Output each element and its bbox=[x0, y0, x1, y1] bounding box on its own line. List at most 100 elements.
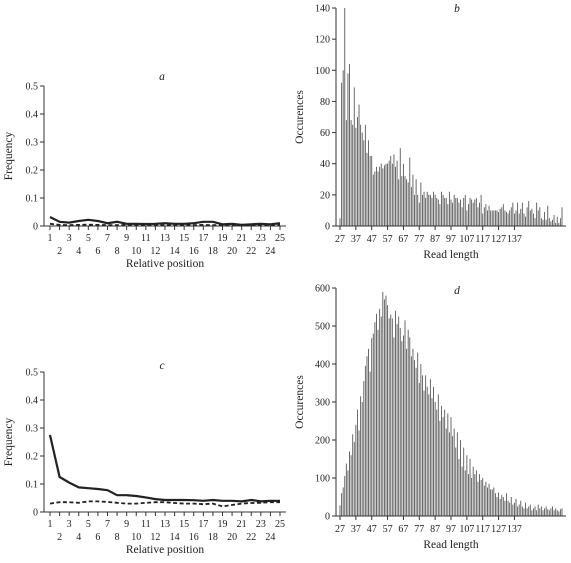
bar bbox=[349, 64, 350, 226]
bar bbox=[526, 508, 528, 516]
y-tick-label: 120 bbox=[315, 35, 330, 46]
bar bbox=[409, 337, 411, 516]
bar bbox=[483, 207, 485, 226]
bar bbox=[460, 199, 461, 226]
bar bbox=[512, 202, 514, 226]
x-tick-label: 57 bbox=[383, 524, 393, 535]
bar bbox=[513, 213, 515, 226]
bar bbox=[372, 174, 374, 226]
bar bbox=[475, 197, 477, 226]
bar bbox=[453, 428, 455, 516]
bar bbox=[453, 194, 455, 226]
bar bbox=[431, 398, 433, 516]
bar bbox=[385, 295, 387, 516]
panel-a-line-chart: 00.10.20.30.40.51 3 5 7 9 11 13 15 17 19 21 23 252 4 6… bbox=[3, 71, 286, 270]
bar bbox=[466, 210, 468, 226]
bar bbox=[464, 470, 466, 516]
bar bbox=[385, 163, 387, 226]
bar bbox=[498, 492, 500, 516]
bar bbox=[410, 187, 412, 226]
y-tick-label: 100 bbox=[315, 474, 330, 485]
y-tick-label: 100 bbox=[315, 66, 330, 77]
bar bbox=[366, 356, 368, 516]
bar bbox=[374, 171, 376, 226]
bar bbox=[501, 207, 503, 226]
bar bbox=[399, 327, 401, 516]
bar bbox=[526, 207, 528, 226]
bar bbox=[356, 117, 358, 226]
bar bbox=[521, 506, 523, 516]
x-axis-title: Relative position bbox=[126, 258, 205, 270]
bar bbox=[422, 375, 423, 516]
bar bbox=[395, 166, 396, 226]
bar bbox=[383, 299, 385, 516]
bar bbox=[431, 197, 433, 226]
bar bbox=[536, 510, 538, 516]
bar bbox=[429, 379, 431, 516]
bar bbox=[345, 120, 347, 226]
bar bbox=[531, 510, 533, 516]
bar bbox=[441, 191, 442, 226]
x-tick-label: 4 bbox=[76, 246, 81, 257]
bar bbox=[442, 417, 444, 516]
bar bbox=[452, 436, 454, 516]
bar bbox=[374, 322, 376, 516]
bar bbox=[447, 204, 449, 226]
bar bbox=[531, 208, 533, 226]
bar bbox=[383, 165, 385, 226]
bar bbox=[479, 202, 480, 226]
bar bbox=[439, 421, 441, 516]
x-tick-label: 14 bbox=[170, 532, 180, 543]
bar bbox=[552, 219, 553, 226]
bar bbox=[494, 493, 496, 516]
bar bbox=[433, 386, 435, 516]
y-tick-label: 0.5 bbox=[26, 368, 39, 379]
x-tick-label: 20 bbox=[227, 532, 237, 543]
bar bbox=[347, 73, 349, 227]
x-tick-label: 12 bbox=[150, 532, 160, 543]
bar bbox=[529, 210, 531, 226]
bar bbox=[499, 498, 501, 516]
bar bbox=[496, 210, 498, 226]
x-tick-label: 5 bbox=[86, 233, 91, 244]
bar bbox=[518, 213, 520, 226]
bar bbox=[533, 213, 534, 226]
bar bbox=[418, 202, 420, 226]
panel-label: b bbox=[454, 3, 460, 15]
x-tick-label: 16 bbox=[189, 246, 199, 257]
bar bbox=[344, 476, 346, 516]
bar bbox=[450, 199, 452, 226]
y-tick-label: 0 bbox=[325, 222, 330, 233]
bar bbox=[540, 218, 542, 226]
x-tick-label: 77 bbox=[414, 234, 424, 245]
bar bbox=[480, 479, 482, 516]
y-tick-label: 0 bbox=[325, 512, 330, 523]
bar bbox=[537, 210, 539, 226]
x-tick-label: 25 bbox=[275, 233, 285, 244]
bar bbox=[425, 197, 427, 226]
y-tick-label: 400 bbox=[315, 360, 330, 371]
x-tick-label: 22 bbox=[246, 532, 256, 543]
bar bbox=[450, 417, 452, 516]
bar bbox=[341, 82, 343, 227]
bar bbox=[528, 201, 530, 226]
series-line-solid bbox=[48, 434, 280, 503]
bar bbox=[512, 504, 514, 516]
bar bbox=[467, 204, 469, 226]
x-tick-label: 19 bbox=[218, 519, 228, 530]
x-tick-label: 21 bbox=[237, 519, 247, 530]
y-tick-label: 500 bbox=[315, 322, 330, 333]
series-line-solid bbox=[49, 216, 281, 227]
bar bbox=[456, 197, 458, 226]
bar bbox=[444, 197, 446, 226]
x-tick-label: 47 bbox=[367, 524, 377, 535]
bar bbox=[350, 455, 352, 516]
bar bbox=[496, 497, 498, 516]
bar bbox=[506, 211, 507, 226]
bar bbox=[422, 194, 423, 226]
bar bbox=[558, 222, 560, 226]
bar bbox=[406, 348, 408, 516]
x-tick-label: 23 bbox=[256, 519, 266, 530]
x-tick-label: 47 bbox=[367, 234, 377, 245]
bar bbox=[553, 215, 555, 226]
